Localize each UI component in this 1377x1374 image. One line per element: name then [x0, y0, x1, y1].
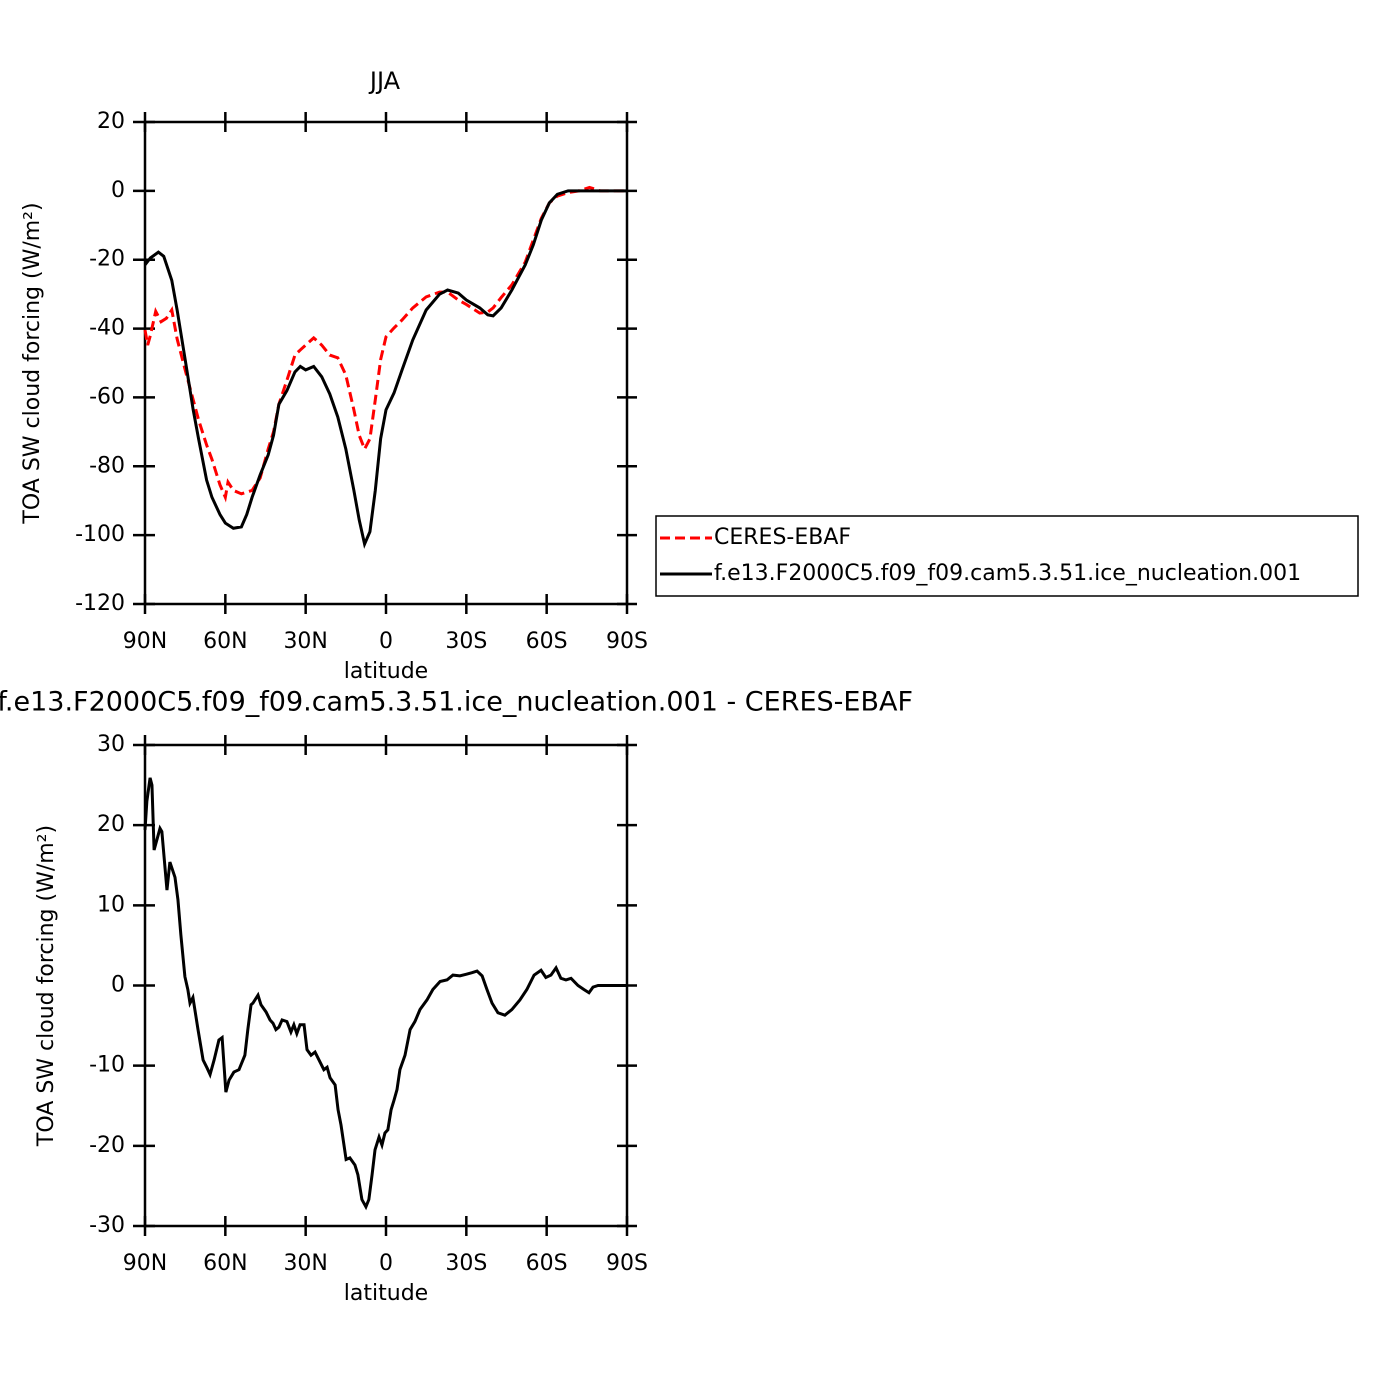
plot-frame — [143, 120, 629, 606]
x-tick-label: 60S — [526, 629, 568, 654]
y-tick-label: -60 — [89, 384, 125, 409]
x-tick-label: 90N — [123, 1251, 167, 1276]
series-line — [143, 185, 627, 503]
y-tick-label: -120 — [75, 591, 125, 616]
legend-label: f.e13.F2000C5.f09_f09.cam5.3.51.ice_nucl… — [714, 561, 1301, 586]
x-tick-label: 30N — [283, 1251, 327, 1276]
y-axis-label: TOA SW cloud forcing (W/m²) — [34, 825, 59, 1147]
y-axis-label: TOA SW cloud forcing (W/m²) — [20, 202, 45, 524]
y-tick-label: 0 — [111, 973, 125, 998]
y-tick-label: 20 — [97, 812, 125, 837]
series-line — [143, 777, 627, 1211]
plot-frame — [143, 743, 629, 1228]
x-tick-label: 60N — [203, 1251, 247, 1276]
y-tick-label: 30 — [97, 732, 125, 757]
x-tick-label: 30S — [445, 1251, 487, 1276]
y-tick-label: 10 — [97, 892, 125, 917]
y-tick-label: -100 — [75, 522, 125, 547]
chart-title: JJA — [368, 67, 401, 95]
x-tick-label: 90S — [606, 1251, 648, 1276]
x-tick-label: 30N — [283, 629, 327, 654]
x-tick-label: 60S — [526, 1251, 568, 1276]
x-axis-label: latitude — [344, 659, 428, 684]
y-tick-label: 0 — [111, 178, 125, 203]
x-tick-label: 90N — [123, 629, 167, 654]
x-tick-label: 0 — [379, 629, 393, 654]
x-tick-label: 30S — [445, 629, 487, 654]
chart-title: f.e13.F2000C5.f09_f09.cam5.3.51.ice_nucl… — [0, 687, 913, 718]
x-tick-label: 60N — [203, 629, 247, 654]
y-tick-label: 20 — [97, 109, 125, 134]
y-tick-label: -20 — [89, 1133, 125, 1158]
x-tick-label: 0 — [379, 1251, 393, 1276]
series-line — [143, 189, 627, 549]
legend-label: CERES-EBAF — [714, 525, 851, 550]
x-axis-label: latitude — [344, 1281, 428, 1306]
y-tick-label: -40 — [89, 316, 125, 341]
y-tick-label: -30 — [89, 1213, 125, 1238]
legend-box — [655, 515, 1359, 597]
x-tick-label: 90S — [606, 629, 648, 654]
y-tick-label: -10 — [89, 1053, 125, 1078]
y-tick-label: -80 — [89, 453, 125, 478]
y-tick-label: -20 — [89, 247, 125, 272]
